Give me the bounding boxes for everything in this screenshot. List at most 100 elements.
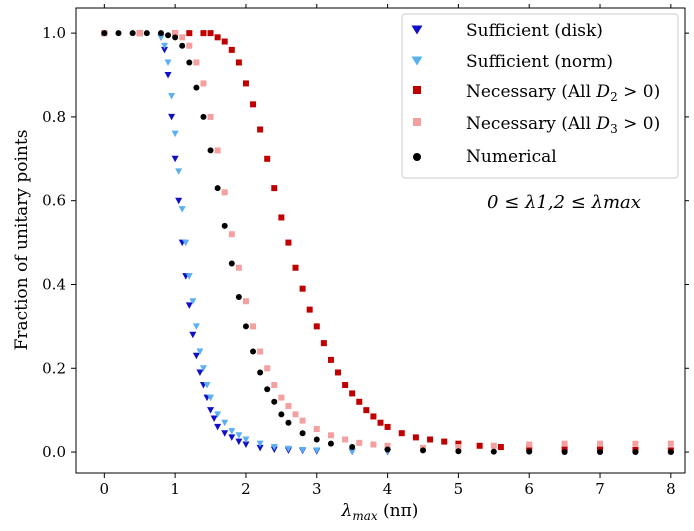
data-point <box>299 285 306 292</box>
data-point <box>349 390 356 397</box>
data-point <box>192 352 200 360</box>
x-tick-label: 7 <box>595 480 605 498</box>
data-point <box>214 34 221 41</box>
data-point <box>256 440 264 448</box>
data-point <box>278 394 285 401</box>
data-point <box>171 155 179 163</box>
y-tick-label: 0.4 <box>42 275 66 293</box>
data-point <box>235 59 242 66</box>
data-point <box>320 340 327 347</box>
data-point <box>203 382 211 389</box>
data-point <box>161 42 169 50</box>
data-point <box>196 369 204 376</box>
y-tick-label: 0.8 <box>42 108 66 126</box>
data-point <box>228 428 236 435</box>
data-point <box>185 302 193 309</box>
data-point <box>285 402 292 409</box>
data-point <box>186 30 193 37</box>
data-point <box>384 423 391 430</box>
data-point <box>270 444 278 451</box>
data-point <box>561 440 568 447</box>
data-point <box>476 442 483 449</box>
data-point <box>667 449 674 456</box>
data-point <box>412 434 419 441</box>
legend-marker-sufficient-disk <box>411 25 423 35</box>
data-point <box>257 126 264 133</box>
data-point <box>356 398 363 405</box>
y-axis-label: Fraction of unitary points <box>12 130 32 351</box>
data-point <box>497 444 504 451</box>
x-tick-label: 3 <box>312 480 322 498</box>
legend-label-sufficient-disk: Sufficient (disk) <box>466 21 603 41</box>
axis-ticks: 0 1 2 3 4 5 6 7 8 0.0 0.2 0.4 0.6 0.8 1.0 <box>42 4 689 498</box>
data-point <box>271 185 278 192</box>
x-tick-label: 0 <box>100 480 110 498</box>
series-3 <box>101 30 674 451</box>
data-point <box>161 46 169 54</box>
data-point <box>250 348 257 355</box>
data-point <box>210 415 218 423</box>
legend-marker-sufficient-norm <box>411 56 423 66</box>
data-point <box>327 440 334 447</box>
data-point <box>284 445 292 453</box>
data-point <box>292 411 299 418</box>
data-point <box>313 436 320 443</box>
data-point <box>193 59 200 66</box>
x-tick-label: 4 <box>383 480 393 498</box>
data-point <box>299 446 307 454</box>
data-point <box>228 231 235 238</box>
data-point <box>185 273 193 280</box>
data-point <box>455 444 462 451</box>
data-point <box>214 185 221 192</box>
data-point <box>313 323 320 330</box>
data-point <box>561 449 568 456</box>
data-point <box>348 448 356 455</box>
data-point <box>313 426 320 433</box>
data-point <box>179 34 186 41</box>
data-point <box>349 444 356 451</box>
series-0 <box>157 34 392 456</box>
data-point <box>178 206 186 213</box>
data-point <box>214 147 221 154</box>
data-point <box>228 260 235 267</box>
data-point <box>257 369 264 376</box>
data-point <box>129 30 136 37</box>
data-point <box>384 446 391 453</box>
x-tick-label: 6 <box>524 480 534 498</box>
series-1 <box>157 34 392 456</box>
data-point <box>172 34 179 41</box>
data-point <box>597 440 604 447</box>
data-point <box>264 365 271 372</box>
data-point <box>171 130 179 138</box>
data-point <box>257 348 264 355</box>
data-point <box>632 440 639 447</box>
data-point <box>136 30 143 37</box>
legend: Sufficient (disk) Sufficient (norm) Nece… <box>401 13 679 179</box>
data-point <box>228 434 236 441</box>
data-point <box>256 444 264 452</box>
x-tick-label: 8 <box>666 480 676 498</box>
data-point <box>182 239 190 247</box>
data-point <box>235 264 242 271</box>
data-point <box>199 365 207 372</box>
x-tick-label: 2 <box>241 480 251 498</box>
y-tick-label: 0.0 <box>42 443 66 461</box>
data-point <box>200 30 207 37</box>
x-axis-label: λmax (nπ) <box>341 501 419 523</box>
data-point <box>264 386 271 393</box>
x-axis-symbol: λ <box>341 501 353 521</box>
data-point <box>235 438 243 446</box>
data-point <box>214 411 222 418</box>
x-tick-label: 1 <box>170 480 180 498</box>
data-point <box>490 442 497 449</box>
data-point <box>221 222 228 229</box>
data-point <box>221 430 229 437</box>
data-point <box>200 113 207 120</box>
data-point <box>285 419 292 426</box>
data-point <box>164 72 172 79</box>
data-point <box>207 394 215 402</box>
data-point <box>427 436 434 443</box>
data-point <box>356 439 363 446</box>
legend-label-numerical: Numerical <box>466 147 557 167</box>
